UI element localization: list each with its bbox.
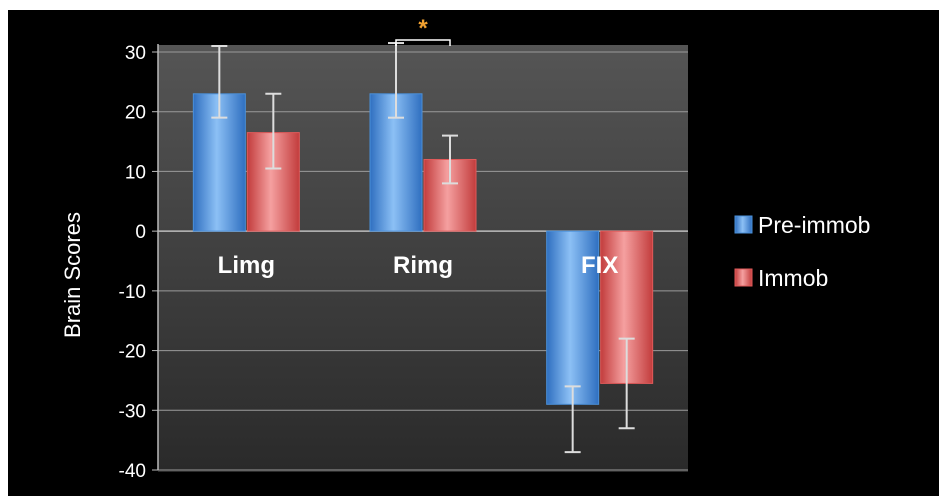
legend-swatch-immob <box>734 268 753 287</box>
category-label-rimg: Rimg <box>393 252 453 279</box>
y-tick-label: 30 <box>125 43 146 64</box>
chart-frame: 30 20 10 0 -10 -20 -30 -40 Limg Rimg FIX * Brain … <box>8 10 939 496</box>
y-tick-label: -40 <box>119 461 146 482</box>
legend-swatch-pre-immob <box>734 215 753 234</box>
y-axis-label: Brain Scores <box>60 212 85 338</box>
significance-star: * <box>418 15 428 42</box>
y-tick-label: 20 <box>125 103 146 124</box>
category-label-limg: Limg <box>218 252 275 279</box>
bar-pre-immob-fix <box>546 230 600 405</box>
y-tick-label: 10 <box>125 162 146 183</box>
y-tick-label: 0 <box>135 222 146 243</box>
brain-scores-chart: 30 20 10 0 -10 -20 -30 -40 Limg Rimg FIX * Brain … <box>60 15 870 482</box>
legend-label-immob: Immob <box>758 265 828 291</box>
bar-immob-limg <box>246 132 300 232</box>
category-label-fix: FIX <box>581 252 618 279</box>
legend-label-pre-immob: Pre-immob <box>758 212 870 238</box>
error-bars <box>211 42 635 454</box>
bars <box>192 93 654 405</box>
y-axis: 30 20 10 0 -10 -20 -30 -40 <box>119 43 688 482</box>
significance-bracket <box>395 39 451 46</box>
legend: Pre-immob Immob <box>734 212 870 291</box>
y-tick-label: -30 <box>119 401 146 422</box>
bar-pre-immob-limg <box>192 93 246 232</box>
y-tick-label: -10 <box>119 282 146 303</box>
plot-area <box>158 45 688 472</box>
category-labels: Limg Rimg FIX <box>218 252 619 279</box>
y-tick-label: -20 <box>119 342 146 363</box>
significance-marker: * <box>395 15 451 46</box>
